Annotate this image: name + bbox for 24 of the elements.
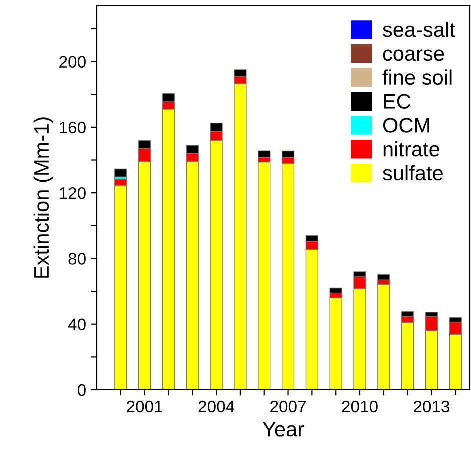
legend-label: OCM — [383, 118, 430, 133]
x-tick-label: 2010 — [342, 400, 378, 413]
x-tick-label: 2001 — [127, 400, 163, 413]
legend-label: nitrate — [384, 141, 440, 157]
x-tick-label: 2007 — [270, 400, 306, 413]
y-tick-label: 40 — [68, 318, 86, 331]
legend-label: coarse — [383, 50, 444, 62]
x-tick-label: 2004 — [198, 400, 235, 413]
y-tick-label: 160 — [60, 122, 86, 134]
y-tick-label: 80 — [68, 253, 86, 265]
bar — [330, 298, 342, 390]
legend-label: sulfate — [383, 165, 443, 181]
bar — [258, 162, 271, 390]
legend-label: sea-salt — [383, 22, 456, 38]
bar — [114, 168, 128, 178]
x-axis-title: Year — [262, 422, 304, 437]
y-tick-label: 120 — [60, 187, 86, 200]
y-axis-title: Extinction (Mm-1) — [34, 118, 54, 278]
legend-label: fine soil — [382, 70, 452, 86]
y-tick-label: 0 — [78, 384, 86, 396]
y-tick-label: 200 — [60, 56, 86, 68]
legend-label: EC — [384, 94, 411, 109]
x-tick-label: 2013 — [414, 400, 450, 413]
bar — [378, 284, 390, 390]
